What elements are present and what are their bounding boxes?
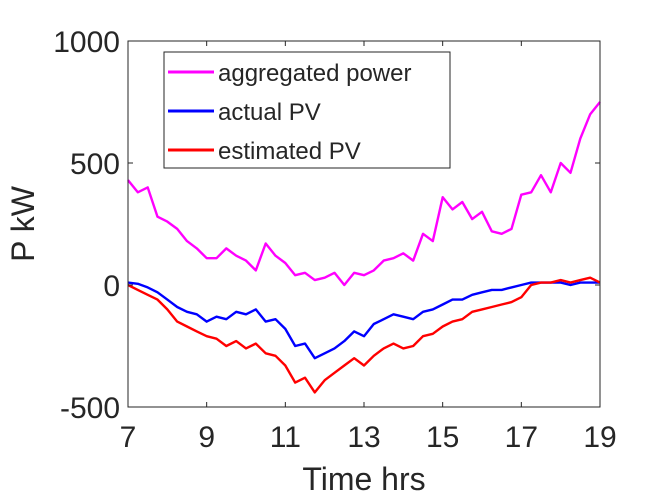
series-line-estimated-pv xyxy=(127,276,601,394)
x-tick-label-13: 13 xyxy=(347,421,380,454)
legend-label-aggregated-power: aggregated power xyxy=(218,60,411,87)
x-axis-title: Time hrs xyxy=(302,461,425,497)
legend-label-estimated-pv: estimated PV xyxy=(218,138,361,165)
series-layer xyxy=(127,101,601,394)
y-tick-label-500: 500 xyxy=(70,148,120,181)
x-tick-label-7: 7 xyxy=(120,421,137,454)
series-line-aggregated-power xyxy=(127,101,601,287)
x-tick-label-17: 17 xyxy=(505,421,538,454)
y-tick-label--500: -500 xyxy=(60,392,120,425)
legend-label-actual-pv: actual PV xyxy=(218,99,321,126)
x-tick-label-9: 9 xyxy=(198,421,215,454)
y-tick-label-0: 0 xyxy=(103,270,120,303)
x-tick-label-19: 19 xyxy=(583,421,616,454)
x-tick-label-11: 11 xyxy=(270,421,301,454)
series-line-actual-pv xyxy=(127,281,600,360)
x-tick-label-15: 15 xyxy=(426,421,459,454)
ticks-layer: 7 9 11 13 15 17 19 -500 0 500 1000 xyxy=(53,26,616,454)
y-axis-title: P kW xyxy=(5,185,41,262)
y-tick-label-1000: 1000 xyxy=(53,26,120,59)
legend: aggregated power actual PV estimated PV xyxy=(163,51,451,169)
